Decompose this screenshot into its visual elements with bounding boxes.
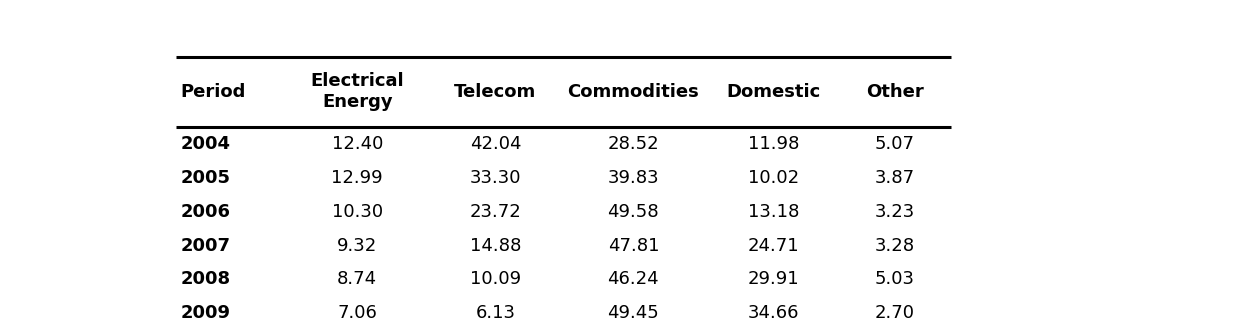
Text: 10.02: 10.02 — [749, 169, 800, 187]
Text: 2008: 2008 — [180, 271, 230, 289]
Text: 24.71: 24.71 — [748, 237, 800, 255]
Text: 29.91: 29.91 — [748, 271, 800, 289]
Text: 39.83: 39.83 — [608, 169, 659, 187]
Text: 14.88: 14.88 — [470, 237, 521, 255]
Text: 13.18: 13.18 — [749, 203, 800, 221]
Text: 10.30: 10.30 — [331, 203, 382, 221]
Text: 42.04: 42.04 — [470, 135, 521, 153]
Text: 5.03: 5.03 — [875, 271, 915, 289]
Text: 28.52: 28.52 — [608, 135, 659, 153]
Text: 5.07: 5.07 — [875, 135, 915, 153]
Text: 2007: 2007 — [180, 237, 230, 255]
Text: 9.32: 9.32 — [338, 237, 377, 255]
Text: 34.66: 34.66 — [748, 304, 800, 322]
Text: Telecom: Telecom — [454, 83, 536, 101]
Text: 2.70: 2.70 — [875, 304, 915, 322]
Text: 10.09: 10.09 — [470, 271, 521, 289]
Text: 3.23: 3.23 — [875, 203, 915, 221]
Text: 2005: 2005 — [180, 169, 230, 187]
Text: 8.74: 8.74 — [338, 271, 377, 289]
Text: Other: Other — [866, 83, 924, 101]
Text: 49.45: 49.45 — [608, 304, 659, 322]
Text: Electrical
Energy: Electrical Energy — [310, 72, 404, 111]
Text: 46.24: 46.24 — [608, 271, 659, 289]
Text: 12.99: 12.99 — [331, 169, 382, 187]
Text: 47.81: 47.81 — [608, 237, 659, 255]
Text: 2004: 2004 — [180, 135, 230, 153]
Text: 2006: 2006 — [180, 203, 230, 221]
Text: 49.58: 49.58 — [608, 203, 659, 221]
Text: 23.72: 23.72 — [470, 203, 521, 221]
Text: Domestic: Domestic — [726, 83, 821, 101]
Text: 12.40: 12.40 — [331, 135, 382, 153]
Text: 11.98: 11.98 — [749, 135, 800, 153]
Text: 6.13: 6.13 — [475, 304, 515, 322]
Text: 2009: 2009 — [180, 304, 230, 322]
Text: Period: Period — [180, 83, 246, 101]
Text: 7.06: 7.06 — [338, 304, 377, 322]
Text: 33.30: 33.30 — [470, 169, 521, 187]
Text: 3.28: 3.28 — [875, 237, 915, 255]
Text: 3.87: 3.87 — [875, 169, 915, 187]
Text: Commodities: Commodities — [568, 83, 699, 101]
